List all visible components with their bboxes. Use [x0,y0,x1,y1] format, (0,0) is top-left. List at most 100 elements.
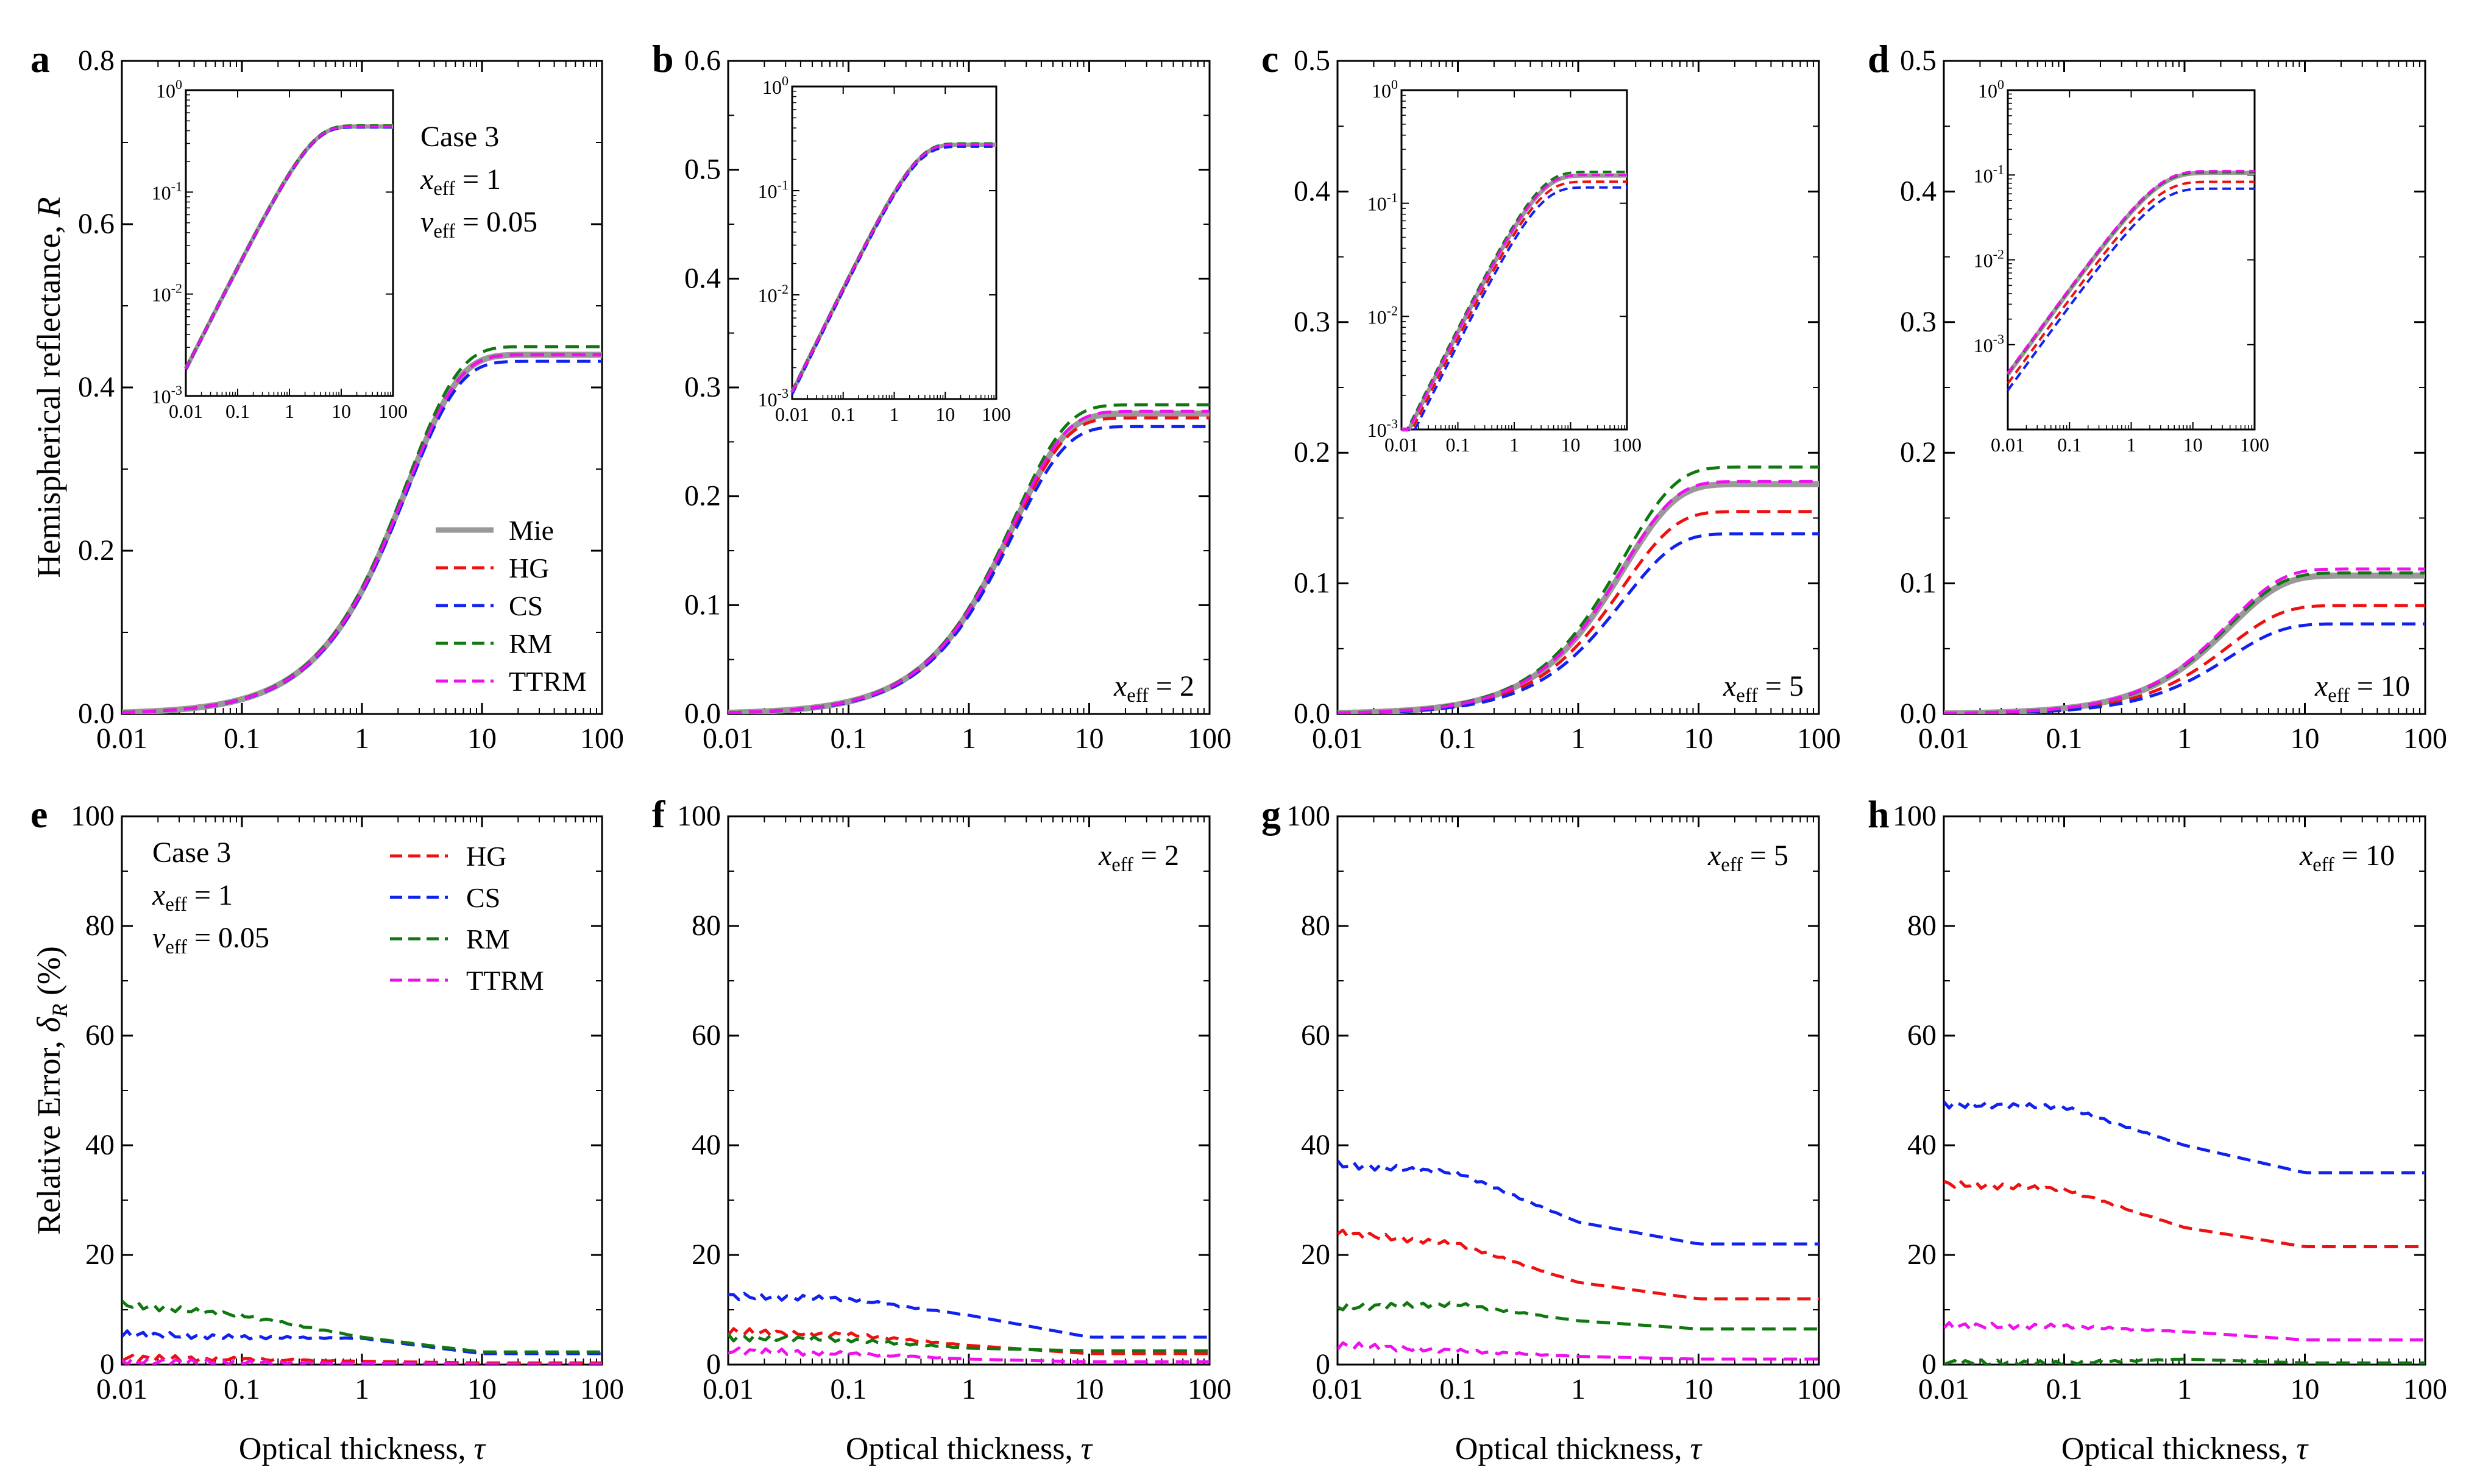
series-line-ttrm [122,353,602,714]
y-tick-label: 0.3 [1900,306,1937,338]
panel-e: e 0.01 0.1 1 10 100 0 20 40 60 80 100 Optical thickn… [30,793,624,1466]
x-tick-label: 10 [2291,723,2320,755]
x-eff-annotation: xeff = 1 [420,163,501,200]
inset-y-tick-label: 10-1 [152,178,182,203]
y-axis-label-unit: (%) [30,946,67,1003]
x-eff-annotation: xeff = 5 [1707,839,1788,876]
inset-y-tick-exponent: -2 [1993,247,2004,262]
y-tick-label: 0 [100,1348,115,1380]
y-axis-label-row2-group: Relative Error, δR (%) [30,946,72,1235]
x-eff-annotation: xeff = 10 [2314,670,2410,707]
inset-y-tick-label: 10-3 [1974,331,2004,356]
series-line-hg [1338,510,1819,714]
series-line-ttrm [1338,479,1819,714]
equals-sign: = [187,879,218,911]
y-tick-label: 0.3 [684,371,721,403]
inset-y-tick-base: 10 [758,284,778,306]
y-tick-label: 0.0 [684,698,721,730]
x-axis-label-text: Optical thickness, [239,1432,474,1466]
inset-y-tick-base: 10 [1367,419,1387,441]
x-tick-label: 10 [1684,1373,1713,1405]
x-tick-label: 10 [1075,1373,1104,1405]
x-tick-label: 1 [2177,723,2192,755]
y-tick-label: 60 [85,1019,115,1051]
inset-series-line-ttrm [791,143,996,393]
series-line-mie [728,410,1210,714]
equals-sign: = [1758,670,1789,702]
inset-y-tick-base: 10 [152,182,171,203]
inset-y-tick-base: 10 [762,76,782,98]
x-eff-subscript: eff [433,178,455,200]
x-tick-label: 0.1 [831,723,867,755]
inset-y-tick-exponent: -2 [171,281,182,296]
x-tick-label: 100 [2403,723,2447,755]
panel-letter: f [652,793,665,836]
x-eff-value: 2 [1180,670,1194,702]
y-tick-label: 100 [1286,800,1330,832]
y-tick-label: 80 [1301,910,1330,942]
series-line-rm [122,1299,602,1354]
y-tick-label: 60 [692,1019,721,1051]
equals-sign: = [2334,839,2365,872]
y-tick-label: 0.1 [1900,567,1937,599]
inset-x-tick-label: 0.1 [225,400,250,422]
x-tick-label: 100 [1797,723,1841,755]
y-axis-label-row2: Relative Error, δR (%) [30,946,72,1235]
x-tick-label: 1 [2177,1373,2192,1405]
equals-sign: = [1133,839,1164,872]
x-axis-label-symbol: τ [473,1432,486,1466]
x-eff-value: 10 [2381,670,2410,702]
series-group [122,345,602,714]
case-label: Case 3 [152,836,231,869]
series-line-ttrm [1944,1321,2425,1341]
x-tick-label: 100 [1797,1373,1841,1405]
x-eff-value: 2 [1164,839,1179,872]
y-axis-label-text: Hemispherical reflectance, [30,217,67,578]
case-label: Case 3 [420,121,499,153]
inset-x-tick-label: 10 [331,400,351,422]
x-tick-label: 10 [1075,723,1104,755]
x-axis-label-text: Optical thickness, [2061,1432,2297,1466]
inset-x-tick-label: 0.01 [775,403,809,425]
inset-y-tick-label: 10-1 [1974,161,2004,186]
series-line-hg [1944,604,2425,714]
y-tick-label: 40 [692,1129,721,1161]
x-axis-label: Optical thickness, τ [1455,1432,1703,1466]
inset-series-line-ttrm [185,125,393,370]
y-axis-label-row1: Hemispherical reflectance, R [30,197,67,578]
x-tick-label: 0.1 [2046,1373,2083,1405]
y-tick-label: 0.4 [1294,175,1330,207]
series-group [1338,465,1819,714]
x-eff-symbol: x [1723,670,1736,702]
inset-y-tick-base: 10 [1978,80,1997,102]
inset-y-tick-label: 10-2 [152,281,182,306]
x-eff-subscript: eff [1736,685,1758,707]
y-tick-label: 0.1 [1294,567,1330,599]
inset-x-tick-label: 100 [2240,434,2269,456]
series-line-cs [1944,622,2425,714]
inset-x-tick-label: 0.1 [1446,434,1470,456]
inset-y-tick-base: 10 [1974,334,1993,356]
x-eff-symbol: x [1113,670,1127,702]
x-tick-label: 0.01 [1312,723,1363,755]
y-axis-label-subscript: R [48,1004,72,1018]
x-tick-label: 100 [580,723,624,755]
inset-y-tick-base: 10 [156,80,175,102]
y-tick-label: 0.0 [78,698,115,730]
x-tick-label: 0.01 [1918,1373,1969,1405]
inset-y-tick-base: 10 [1367,193,1387,215]
inset-x-tick-label: 100 [1612,434,1642,456]
x-eff-value: 5 [1789,670,1804,702]
y-tick-label: 100 [677,800,721,832]
series-line-ttrm [1338,1341,1819,1361]
series-group [1338,1159,1819,1361]
inset-y-tick-exponent: 0 [1997,77,2004,92]
x-tick-label: 0.1 [2046,723,2083,755]
y-tick-label: 80 [85,910,115,942]
x-tick-label: 0.1 [224,723,260,755]
series-line-cs [1338,1159,1819,1246]
legend-label-rm: RM [466,924,510,955]
inset-y-tick-label: 10-2 [1974,247,2004,272]
